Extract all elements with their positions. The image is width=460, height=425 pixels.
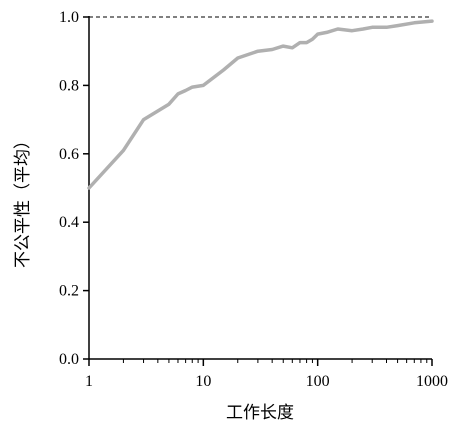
y-tick-label: 0.4 <box>59 214 79 231</box>
x-tick-label: 1000 <box>416 373 448 390</box>
y-axis-label: 不公平性（平均） <box>13 132 33 268</box>
plot-area: 0.0 0.2 0.4 0.6 0.8 1.0 1 10 100 1000 <box>59 9 448 390</box>
y-tick-label: 0.8 <box>59 77 79 94</box>
x-tick-label: 1 <box>85 373 93 390</box>
x-axis-label: 工作长度 <box>226 403 294 423</box>
y-tick-label: 0.0 <box>59 351 79 368</box>
y-tick-label: 0.6 <box>59 146 79 163</box>
x-tick-label: 100 <box>306 373 330 390</box>
series-line <box>87 19 434 190</box>
y-tick-label: 1.0 <box>59 9 79 26</box>
x-tick-label: 10 <box>195 373 211 390</box>
y-tick-label: 0.2 <box>59 283 79 300</box>
